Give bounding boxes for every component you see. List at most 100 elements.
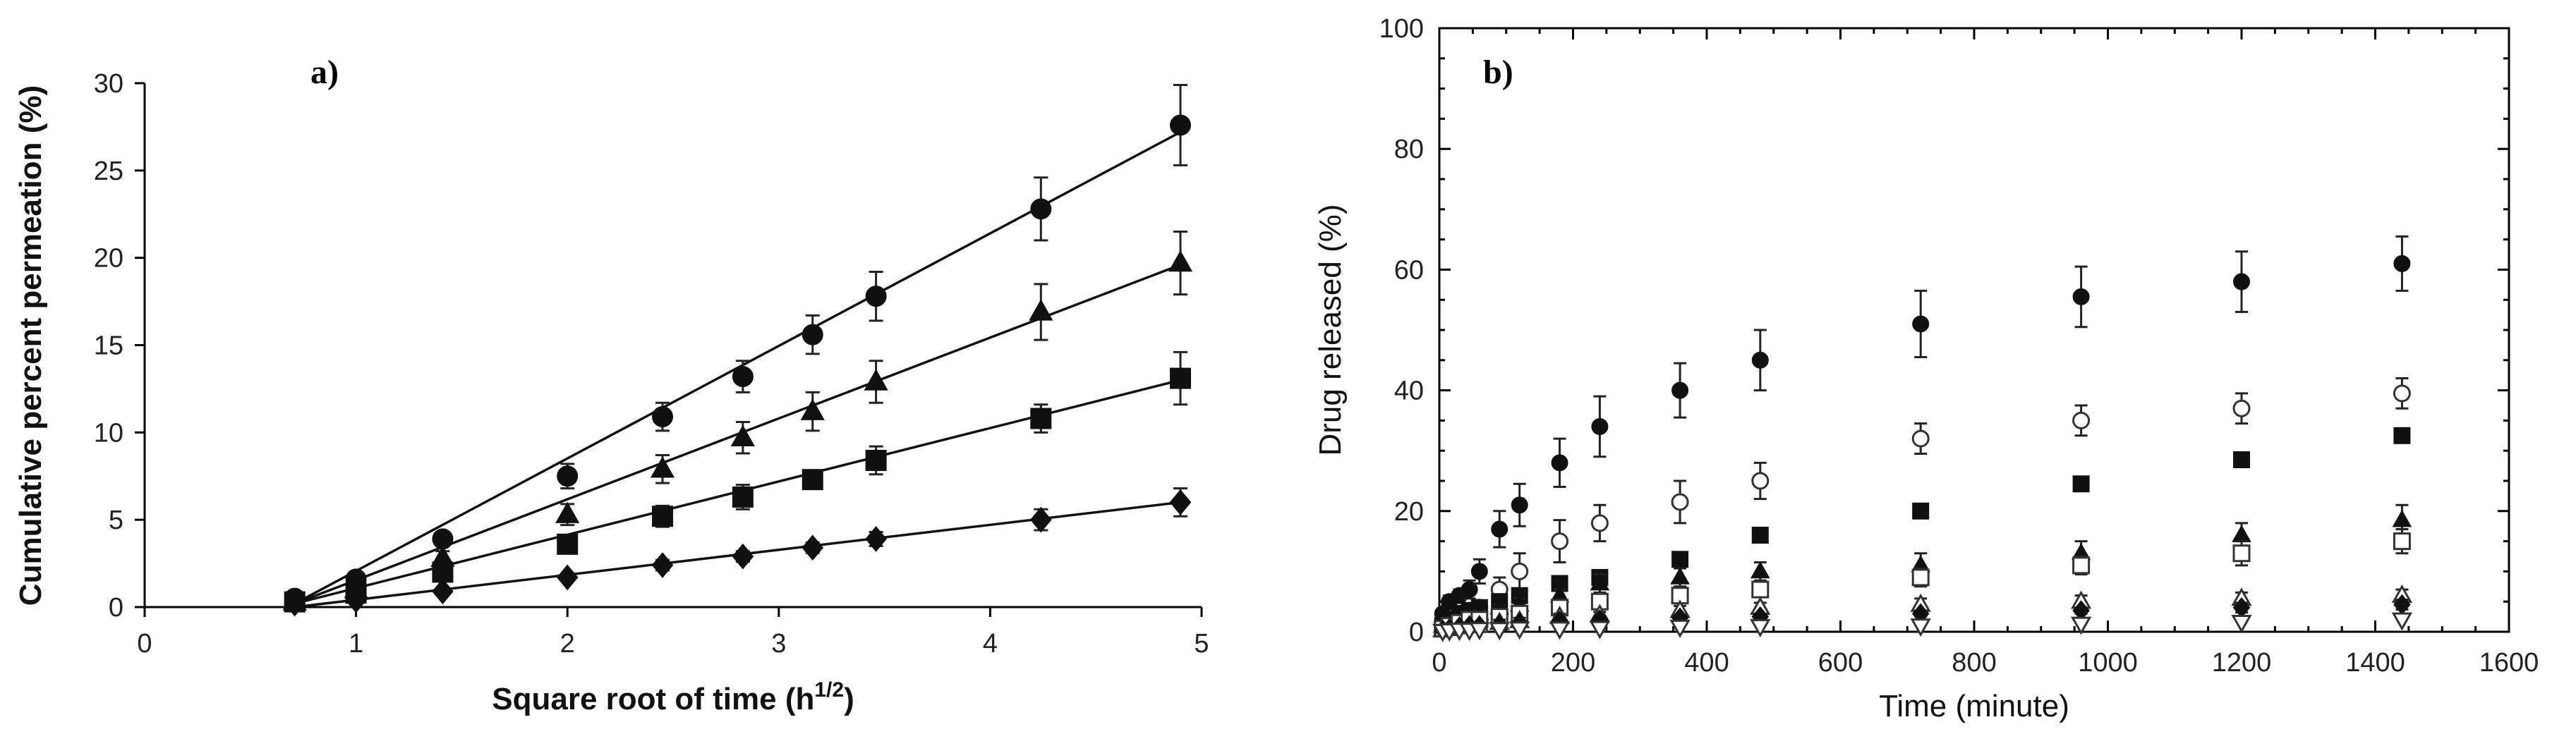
panel-b-filled-square-point — [1671, 551, 1689, 568]
panel-b-open-inverted-triangle-point — [1669, 619, 1691, 638]
panel-b-x-tick-label: 400 — [1684, 648, 1729, 678]
panel-b-filled-circle-point — [1751, 351, 1769, 369]
panel-b-open-inverted-triangle-point — [2391, 612, 2413, 631]
panel-a-y-tick-label: 10 — [94, 418, 123, 448]
panel-b-x-tick-label: 1200 — [2212, 648, 2272, 678]
panel-b-open-circle-point — [1590, 514, 1609, 532]
panel-b-filled-triangle-point — [2232, 525, 2251, 542]
panel-b-filled-circle-point — [2072, 288, 2090, 305]
panel-a-diamond-point — [432, 578, 454, 605]
panel-b-filled-circle-point — [2233, 273, 2250, 290]
panel-b-y-tick-label: 0 — [1409, 618, 1424, 647]
panel-b-y-label: Drug released (%) — [1313, 204, 1348, 455]
panel-a-triangle-point — [864, 369, 888, 391]
panel-b-x-tick-label: 1600 — [2479, 648, 2539, 678]
panel-a-circle-point — [557, 465, 579, 487]
panel-b-x-tick-label: 600 — [1818, 648, 1863, 678]
panel-b-open-square-point — [1751, 580, 1770, 599]
panel-a-x-tick-label: 0 — [137, 629, 152, 659]
panel-a-diamond-point — [556, 564, 579, 591]
panel-a-y-label: Cumulative percent permeation (%) — [13, 85, 48, 606]
panel-a-diamond-point — [345, 587, 367, 613]
panel-b-filled-triangle-point — [1670, 567, 1690, 585]
panel-b-filled-square-point — [2393, 427, 2411, 444]
panel-a-circle-point — [1030, 198, 1052, 220]
panel-b-y-tick-label: 100 — [1379, 14, 1424, 44]
panel-a-square-point — [865, 449, 887, 471]
panel-b-open-circle-point — [2072, 411, 2091, 429]
panel-a-y-tick-label: 20 — [94, 244, 123, 274]
panel-b-marks — [1432, 235, 2413, 642]
panel-a-circle-point — [1170, 114, 1192, 136]
panel-a-x-tick-label: 2 — [560, 629, 575, 659]
panel-b-open-circle-point — [1671, 493, 1689, 511]
panel-b-open-inverted-triangle-point — [1589, 620, 1611, 640]
panel-b-open-circle-point — [2393, 384, 2411, 403]
panel-b-filled-circle-point — [1470, 563, 1488, 580]
panel-b-open-square-point — [1911, 568, 1930, 587]
panel-a-x-tick-label: 5 — [1194, 629, 1209, 659]
panel-b-open-circle-point — [1551, 532, 1569, 551]
panel-b-y-ticks: 0 20 40 60 80 100 — [1379, 14, 2509, 647]
panel-b-filled-square-point — [2072, 475, 2090, 493]
panel-a-y-tick-label: 15 — [94, 331, 123, 361]
panel-a-square-point — [1170, 367, 1192, 389]
panel-b-filled-circle-point — [1671, 381, 1689, 399]
panel-a-triangle-point — [650, 456, 675, 478]
panel-b-filled-circle-point — [2393, 255, 2411, 272]
panel-a-tag: a) — [310, 54, 339, 91]
panel-a-chart: 0 1 2 3 4 5 0 5 10 15 20 25 30 a) Square root of ti… — [13, 54, 1209, 716]
panel-b-chart: 0 200 400 600 800 1000 1200 1400 1600 0 20 40 60 80 1… — [1313, 14, 2539, 723]
panel-a-diamond-point — [1169, 489, 1192, 515]
panel-a-y-tick-label: 25 — [94, 157, 123, 186]
panel-a-y-ticks: 0 5 10 15 20 25 30 — [94, 69, 145, 623]
panel-b-x-tick-label: 1000 — [2078, 648, 2138, 678]
panel-b-open-square-point — [2393, 532, 2411, 551]
panel-a-x-tick-label: 1 — [349, 629, 363, 659]
panel-b-filled-square-point — [1912, 502, 1930, 520]
panel-b-y-tick-label: 80 — [1394, 135, 1424, 164]
panel-a-circle-point — [732, 366, 754, 388]
panel-a-triangle-point — [730, 424, 755, 446]
panel-a-x-tick-label: 4 — [983, 629, 998, 659]
panel-a-circle-point — [652, 406, 674, 428]
panel-a-circle-point — [865, 286, 887, 307]
panel-a-diamond-point — [802, 534, 824, 561]
panel-a-x-label: Square root of time (h1/2) — [492, 678, 854, 716]
panel-b-filled-circle-point — [1511, 496, 1528, 514]
panel-a-triangle-point — [1029, 299, 1053, 321]
panel-a-triangle-point — [1168, 250, 1193, 272]
panel-b-filled-triangle-point — [2392, 509, 2412, 527]
panel-a-diamond-point — [865, 526, 887, 552]
panel-b-open-circle-point — [1511, 562, 1529, 580]
panel-a-square-point — [557, 533, 579, 555]
panel-a-circle-point — [802, 324, 823, 345]
panel-b-open-inverted-triangle-point — [2070, 616, 2092, 635]
panel-b-filled-square-point — [2233, 451, 2250, 469]
panel-b-x-label: Time (minute) — [1879, 689, 2069, 723]
panel-b-x-tick-label: 200 — [1551, 648, 1595, 678]
panel-a-square-point — [732, 486, 754, 508]
panel-b-open-inverted-triangle-point — [1750, 618, 1771, 637]
panel-b-filled-triangle-point — [1750, 561, 1770, 579]
panel-b-filled-circle-point — [1591, 417, 1609, 435]
panel-b-x-tick-label: 1400 — [2345, 648, 2405, 678]
panel-a-marks — [282, 83, 1193, 617]
panel-b-open-circle-point — [2232, 399, 2251, 417]
panel-a-triangle-point — [800, 398, 825, 420]
panel-b-tag: b) — [1483, 54, 1513, 91]
panel-b-open-inverted-triangle-point — [2231, 615, 2252, 634]
panel-b-y-tick-label: 20 — [1394, 497, 1424, 527]
panel-b-y-tick-label: 60 — [1394, 255, 1424, 285]
panel-b-filled-circle-point — [1491, 520, 1508, 538]
panel-b-x-tick-label: 0 — [1432, 648, 1446, 678]
panel-a-square-point — [1030, 408, 1052, 429]
panel-a-diamond-point — [1030, 506, 1052, 533]
panel-b-filled-circle-point — [1461, 581, 1478, 599]
panel-b-filled-circle-point — [1551, 454, 1568, 472]
panel-b-y-tick-label: 40 — [1394, 377, 1424, 406]
panel-a-x-tick-label: 3 — [771, 629, 786, 659]
panel-b-filled-circle-point — [1912, 315, 1930, 333]
panel-a-y-tick-label: 5 — [109, 506, 123, 535]
panel-a-y-tick-label: 30 — [94, 69, 123, 99]
